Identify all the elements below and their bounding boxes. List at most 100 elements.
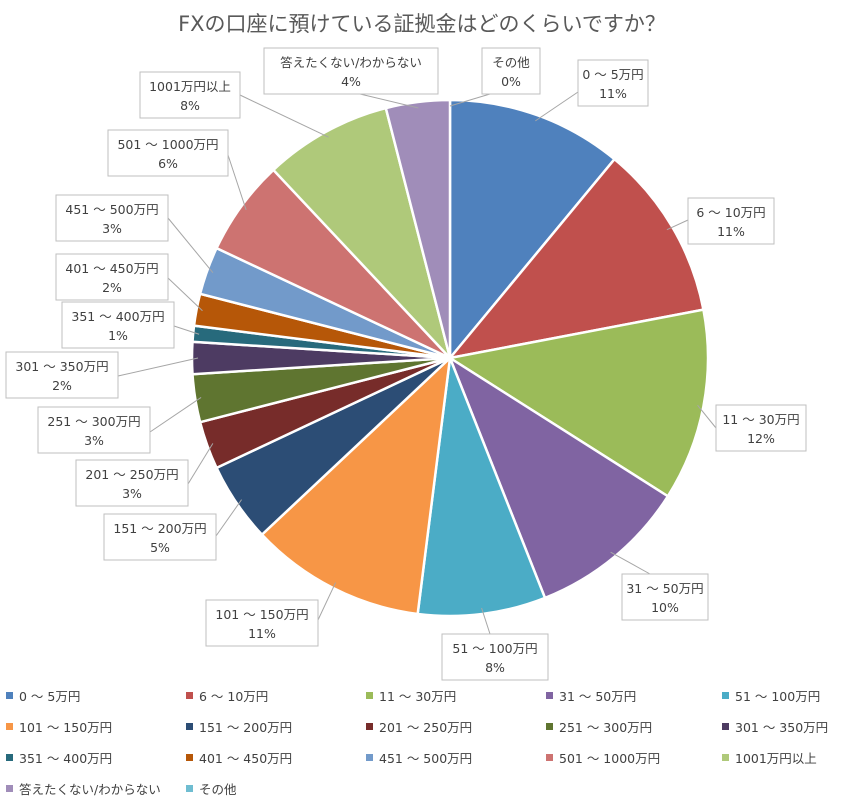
data-label-box (481, 47, 541, 95)
data-label-box (715, 404, 807, 452)
leader-line (187, 443, 214, 485)
pie-slice (448, 98, 617, 362)
legend-label: 51 ～ 100万円 (735, 689, 821, 704)
pie-slice (446, 308, 710, 498)
leader-line (697, 404, 717, 429)
data-label-category: 31 ～ 50万円 (626, 581, 703, 596)
pie-slice (446, 157, 705, 360)
data-label-percent: 4% (341, 74, 361, 89)
data-label-box (55, 253, 169, 301)
legend-label: その他 (199, 782, 237, 797)
leader-line (666, 219, 689, 231)
legend-item: 401 ～ 450万円 (186, 748, 292, 767)
legend-item: 351 ～ 400万円 (6, 748, 112, 767)
leader-line (239, 94, 329, 138)
pie-slice (447, 354, 670, 600)
data-label-category: 351 ～ 400万円 (71, 309, 164, 324)
legend-item: 1001万円以上 (722, 748, 817, 767)
data-label-percent: 12% (747, 431, 775, 446)
pie-slice (416, 357, 547, 618)
legend-swatch (186, 692, 193, 699)
data-label-percent: 11% (717, 224, 745, 239)
data-label-percent: 2% (52, 378, 72, 393)
data-label-percent: 3% (122, 486, 142, 501)
legend-swatch (366, 754, 373, 761)
data-label-category: 301 ～ 350万円 (15, 359, 108, 374)
legend-label: 6 ～ 10万円 (199, 689, 269, 704)
legend-label: 151 ～ 200万円 (199, 720, 293, 735)
legend-swatch (186, 754, 193, 761)
legend-label: 0 ～ 5万円 (19, 689, 81, 704)
legend-label: 11 ～ 30万円 (379, 689, 457, 704)
legend-label: 1001万円以上 (735, 751, 817, 766)
leader-line (449, 93, 491, 107)
legend-item: 51 ～ 100万円 (722, 686, 820, 705)
leader-line (317, 582, 337, 621)
data-label-category: 0 ～ 5万円 (582, 67, 643, 82)
data-label-percent: 3% (84, 433, 104, 448)
data-label-box (75, 459, 189, 507)
legend-swatch (546, 723, 553, 730)
legend-item: 11 ～ 30万円 (366, 686, 456, 705)
data-label-percent: 8% (180, 98, 200, 113)
leader-line (173, 325, 200, 335)
leader-line (167, 217, 214, 273)
legend-label: 301 ～ 350万円 (735, 720, 829, 735)
legend-swatch (722, 692, 729, 699)
legend-item: 301 ～ 350万円 (722, 717, 828, 736)
data-label-percent: 6% (158, 156, 178, 171)
data-label-category: 1001万円以上 (149, 79, 231, 94)
data-label-category: 501 ～ 1000万円 (117, 137, 218, 152)
data-label-box (687, 197, 775, 245)
data-label-percent: 2% (102, 280, 122, 295)
legend-label: 401 ～ 450万円 (199, 751, 293, 766)
data-label-box (103, 513, 217, 561)
data-label-category: 101 ～ 150万円 (215, 607, 308, 622)
data-label-box (61, 301, 175, 349)
data-label-percent: 10% (651, 600, 679, 615)
leader-line (227, 154, 247, 211)
data-label-category: 451 ～ 500万円 (65, 202, 158, 217)
data-label-category: 401 ～ 450万円 (65, 261, 158, 276)
legend-item: 0 ～ 5万円 (6, 686, 80, 705)
legend-label: 31 ～ 50万円 (559, 689, 637, 704)
legend-swatch (366, 723, 373, 730)
legend-item: 151 ～ 200万円 (186, 717, 292, 736)
legend-item: 101 ～ 150万円 (6, 717, 112, 736)
data-label-category: その他 (492, 55, 530, 70)
data-label-box (441, 633, 549, 681)
chart-title: FXの口座に預けている証拠金はどのくらいですか？ (178, 12, 666, 36)
leader-line (117, 357, 199, 377)
pie-slice (271, 106, 452, 359)
legend-swatch (6, 692, 13, 699)
data-label-box (107, 129, 229, 177)
data-label-box (5, 351, 119, 399)
legend-item: 201 ～ 250万円 (366, 717, 472, 736)
legend-swatch (6, 754, 13, 761)
leader-line (481, 607, 491, 635)
data-label-box (139, 71, 241, 119)
data-label-percent: 11% (248, 626, 276, 641)
legend-swatch (186, 785, 193, 792)
data-label-category: 6 ～ 10万円 (696, 205, 765, 220)
legend-swatch (6, 785, 13, 792)
data-label-percent: 11% (599, 86, 627, 101)
data-label-category: 答えたくない/わからない (280, 55, 422, 70)
leader-line (167, 277, 203, 312)
data-label-percent: 3% (102, 221, 122, 236)
data-label-box (621, 573, 709, 621)
legend-swatch (722, 723, 729, 730)
legend-swatch (186, 723, 193, 730)
legend-swatch (366, 692, 373, 699)
data-label-category: 251 ～ 300万円 (47, 414, 140, 429)
legend-item: 6 ～ 10万円 (186, 686, 268, 705)
leader-line (610, 551, 651, 575)
data-label-percent: 8% (485, 660, 505, 675)
legend-label: 答えたくない/わからない (19, 782, 161, 797)
legend-item: 451 ～ 500万円 (366, 748, 472, 767)
data-label-category: 151 ～ 200万円 (113, 521, 206, 536)
leader-line (535, 91, 579, 122)
data-label-category: 11 ～ 30万円 (722, 412, 799, 427)
data-label-box (577, 59, 649, 107)
legend-swatch (546, 754, 553, 761)
